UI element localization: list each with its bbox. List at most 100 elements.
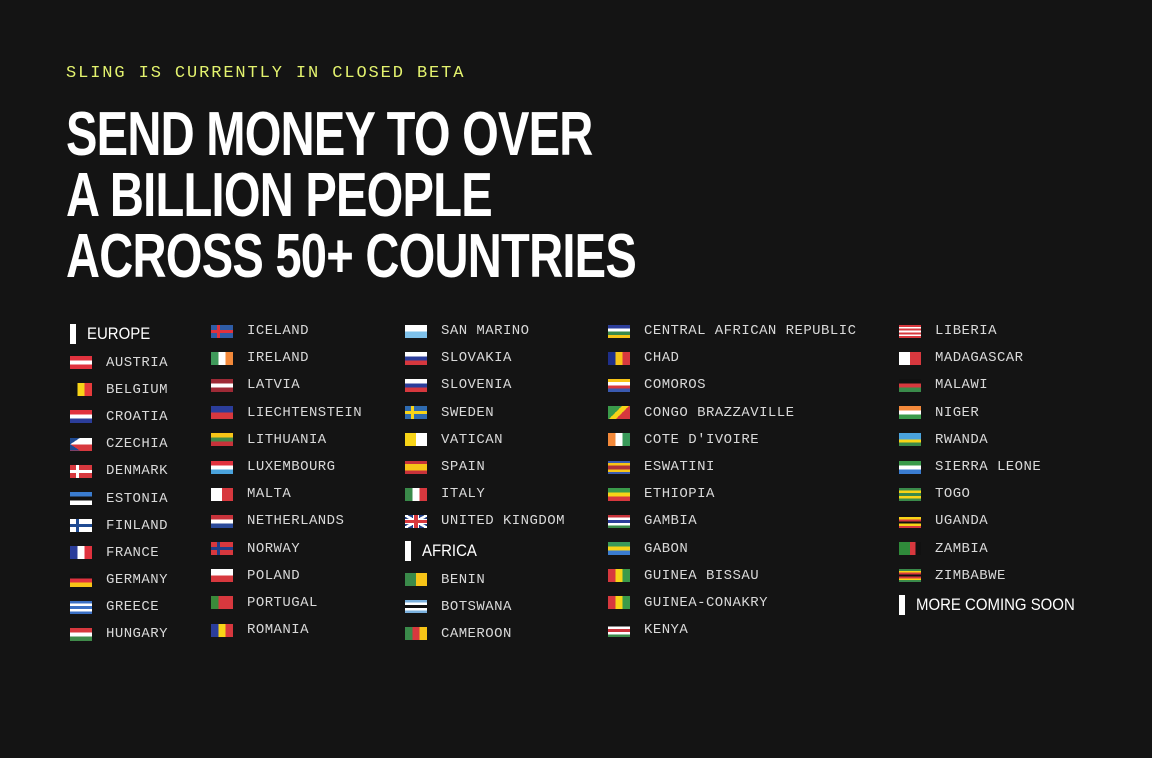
country-name: POLAND xyxy=(247,567,301,584)
flag-icon xyxy=(608,406,630,420)
country-name: RWANDA xyxy=(935,431,989,448)
country-name: SLOVENIA xyxy=(441,377,512,394)
flag-icon xyxy=(70,383,92,397)
country-name: GABON xyxy=(644,540,689,557)
country-name: NORWAY xyxy=(247,540,301,557)
bar-icon xyxy=(899,594,905,615)
country-column: EUROPE AUSTRIA BELGIUM CROATIA CZECHIA DENMAR… xyxy=(70,318,168,648)
country-item: IRELAND xyxy=(211,345,362,372)
country-name: IRELAND xyxy=(247,350,309,367)
country-name: LUXEMBOURG xyxy=(247,459,336,476)
country-item: SLOVAKIA xyxy=(405,345,565,372)
country-name: BOTSWANA xyxy=(441,598,512,615)
country-name: COTE D'IVOIRE xyxy=(644,431,760,448)
country-name: DENMARK xyxy=(106,463,168,480)
flag-icon xyxy=(608,514,630,528)
flag-icon xyxy=(899,460,921,474)
flag-icon xyxy=(405,378,427,392)
country-item: GREECE xyxy=(70,594,168,621)
country-name: UGANDA xyxy=(935,513,989,530)
beta-notice: SLING IS CURRENTLY IN CLOSED BETA xyxy=(66,64,466,83)
flag-icon xyxy=(405,460,427,474)
country-name: NIGER xyxy=(935,404,980,421)
flag-icon xyxy=(211,487,233,501)
country-item: CONGO BRAZZAVILLE xyxy=(608,399,856,426)
country-name: SIERRA LEONE xyxy=(935,459,1042,476)
country-item: ITALY xyxy=(405,481,565,508)
country-name: MADAGASCAR xyxy=(935,350,1024,367)
country-name: ITALY xyxy=(441,486,486,503)
flag-icon xyxy=(899,351,921,365)
flag-icon xyxy=(70,437,92,451)
flag-icon xyxy=(405,351,427,365)
region-header: AFRICA xyxy=(405,535,565,566)
country-item: BENIN xyxy=(405,566,565,593)
country-name: ESWATINI xyxy=(644,459,715,476)
country-item: UNITED KINGDOM xyxy=(405,508,565,535)
flag-icon xyxy=(211,514,233,528)
country-item: POLAND xyxy=(211,562,362,589)
country-name: GREECE xyxy=(106,599,160,616)
country-item: GAMBIA xyxy=(608,508,856,535)
flag-icon xyxy=(608,460,630,474)
bar-icon xyxy=(405,540,411,561)
country-item: LITHUANIA xyxy=(211,426,362,453)
country-item: TOGO xyxy=(899,481,1096,508)
country-item: MALTA xyxy=(211,481,362,508)
flag-icon xyxy=(608,433,630,447)
country-name: AUSTRIA xyxy=(106,354,168,371)
country-item: GABON xyxy=(608,535,856,562)
country-item: GERMANY xyxy=(70,567,168,594)
flag-icon xyxy=(70,573,92,587)
country-item: CENTRAL AFRICAN REPUBLIC xyxy=(608,318,856,345)
flag-icon xyxy=(899,542,921,556)
flag-icon xyxy=(211,569,233,583)
flag-icon xyxy=(405,406,427,420)
country-item: COMOROS xyxy=(608,372,856,399)
country-name: LIBERIA xyxy=(935,323,997,340)
country-item: ETHIOPIA xyxy=(608,481,856,508)
country-item: ESWATINI xyxy=(608,453,856,480)
country-name: HUNGARY xyxy=(106,626,168,643)
country-name: LITHUANIA xyxy=(247,431,327,448)
country-name: BENIN xyxy=(441,571,486,588)
country-name: GUINEA-CONAKRY xyxy=(644,594,768,611)
region-title: AFRICA xyxy=(422,540,477,560)
flag-icon xyxy=(211,596,233,610)
headline-line: ACROSS 50+ COUNTRIES xyxy=(66,222,637,291)
country-name: FRANCE xyxy=(106,544,160,561)
flag-icon xyxy=(608,623,630,637)
flag-icon xyxy=(70,492,92,506)
country-item: ESTONIA xyxy=(70,485,168,512)
country-item: MALAWI xyxy=(899,372,1096,399)
country-item: HUNGARY xyxy=(70,621,168,648)
country-item: ZIMBABWE xyxy=(899,562,1096,589)
country-item: SLOVENIA xyxy=(405,372,565,399)
flag-icon xyxy=(899,378,921,392)
country-item: UGANDA xyxy=(899,508,1096,535)
country-name: CROATIA xyxy=(106,408,168,425)
country-item: LIBERIA xyxy=(899,318,1096,345)
flag-icon xyxy=(405,600,427,614)
region-title: MORE COMING SOON xyxy=(916,594,1075,614)
country-name: GAMBIA xyxy=(644,513,698,530)
flag-icon xyxy=(899,324,921,338)
country-column: LIBERIA MADAGASCAR MALAWI NIGER RWANDA SIERRA… xyxy=(899,318,1096,621)
country-item: BELGIUM xyxy=(70,376,168,403)
country-item: BOTSWANA xyxy=(405,593,565,620)
flag-icon xyxy=(608,569,630,583)
flag-icon xyxy=(211,351,233,365)
flag-icon xyxy=(608,324,630,338)
flag-icon xyxy=(70,600,92,614)
country-name: MALAWI xyxy=(935,377,989,394)
country-item: CAMEROON xyxy=(405,620,565,647)
flag-icon xyxy=(70,356,92,370)
country-item: LIECHTENSTEIN xyxy=(211,399,362,426)
country-name: ROMANIA xyxy=(247,622,309,639)
country-item: SWEDEN xyxy=(405,399,565,426)
country-item: CZECHIA xyxy=(70,431,168,458)
flag-icon xyxy=(405,433,427,447)
flag-icon xyxy=(70,546,92,560)
country-column: ICELAND IRELAND LATVIA LIECHTENSTEIN LITHUAN… xyxy=(211,318,362,644)
country-item: CHAD xyxy=(608,345,856,372)
